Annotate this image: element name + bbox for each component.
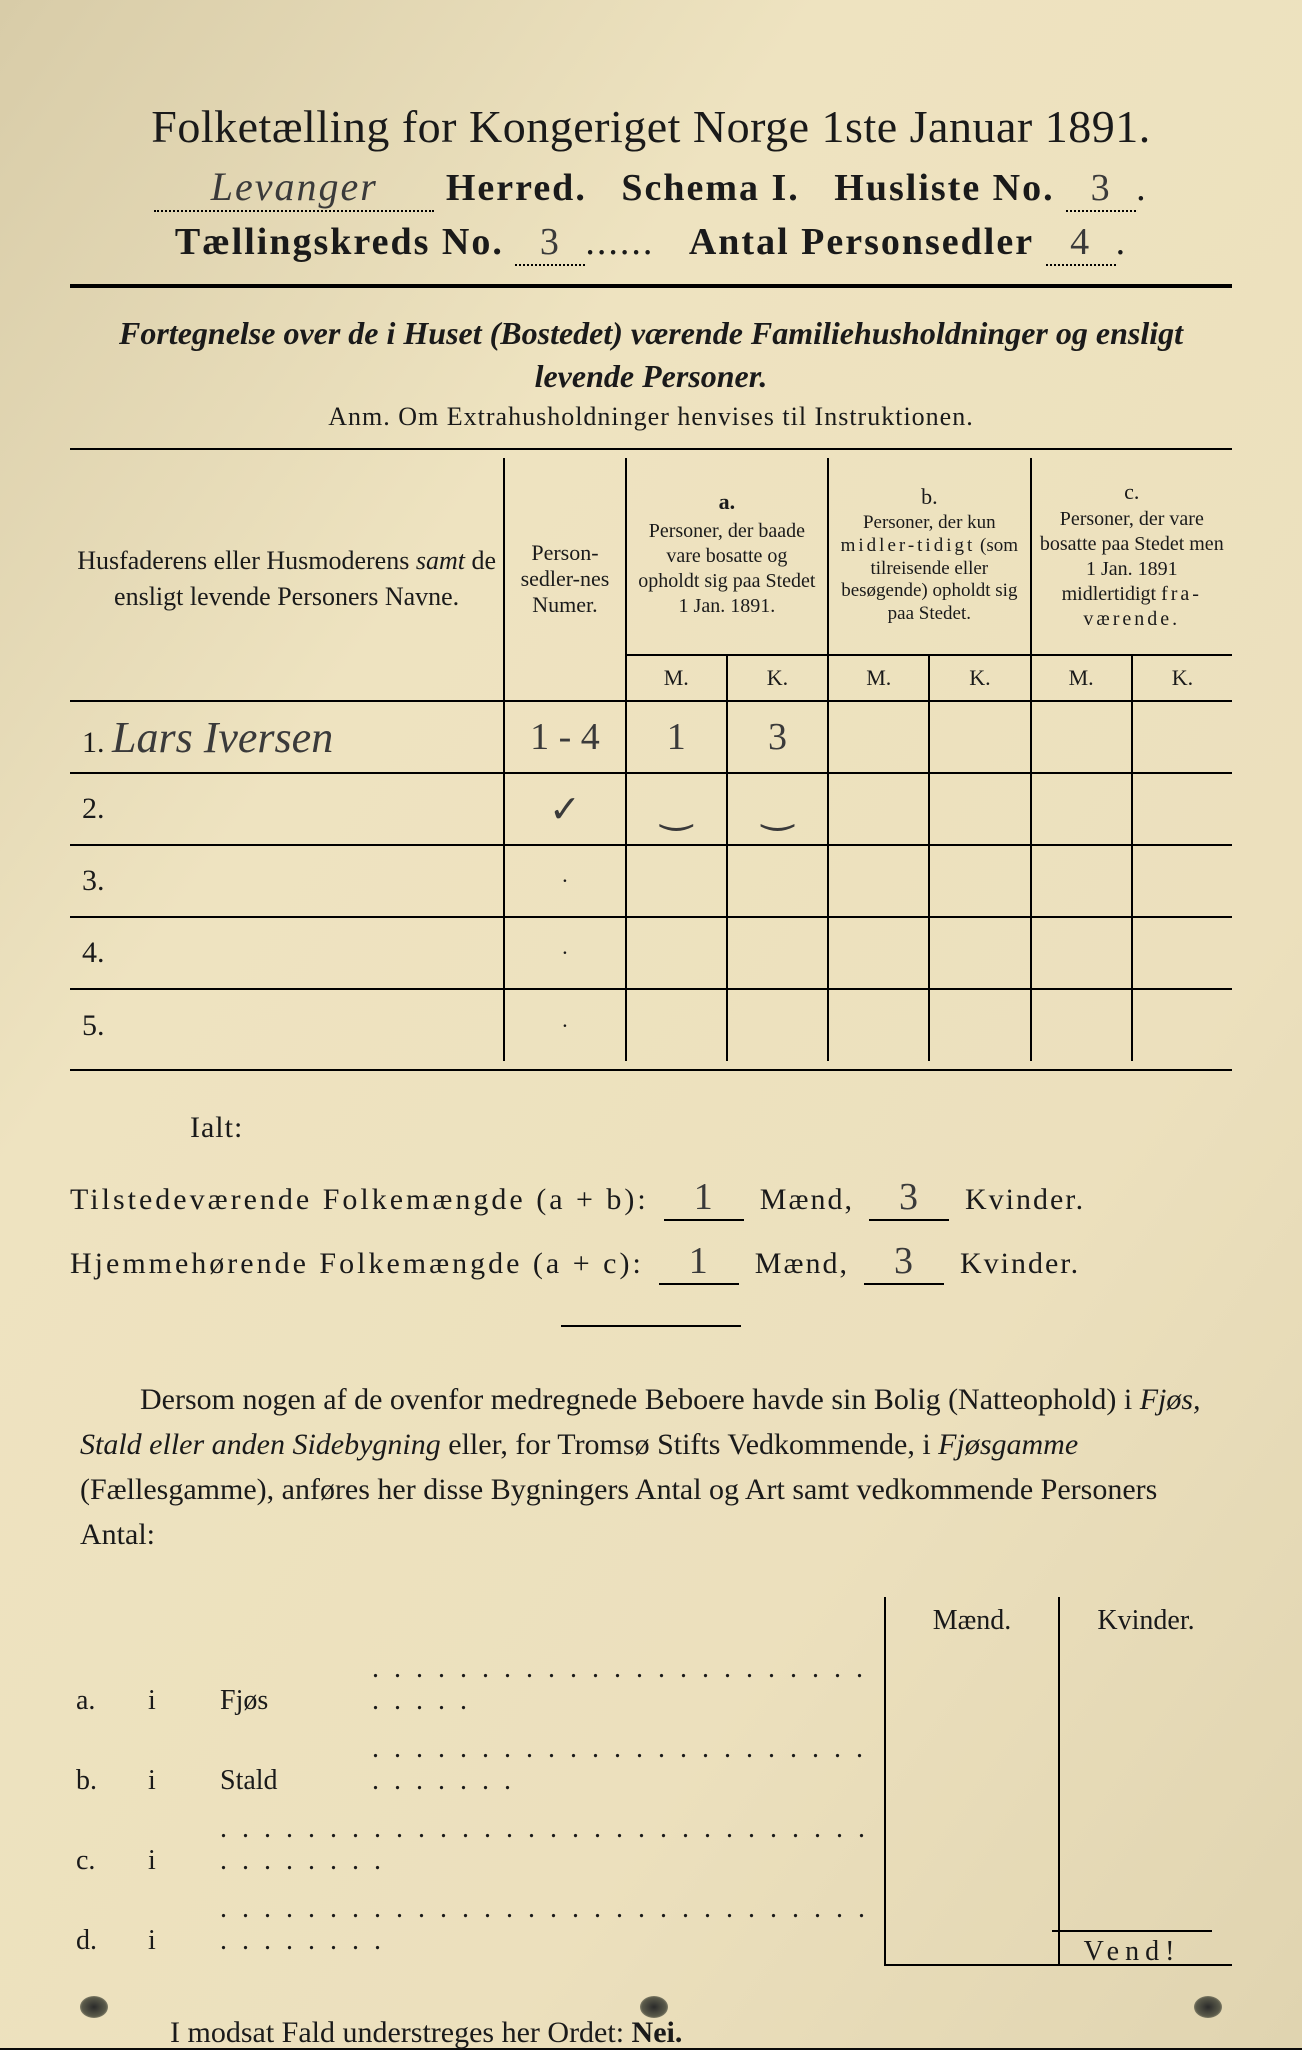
divider xyxy=(70,448,1232,450)
total-line-1: Tilstedeværende Folkemængde (a + b): 1 M… xyxy=(70,1175,1232,1221)
table-row: 4. · xyxy=(70,917,1232,989)
col-m: M. xyxy=(828,655,929,702)
table-row: 5. · xyxy=(70,989,1232,1061)
divider xyxy=(70,284,1232,288)
antal-value: 4 xyxy=(1070,221,1091,263)
totals-section: Ialt: Tilstedeværende Folkemængde (a + b… xyxy=(70,1111,1232,1285)
husliste-label: Husliste No. xyxy=(834,167,1054,209)
kvinder-header: Kvinder. xyxy=(1059,1597,1232,1645)
table-row: c. i . . . . . . . . . . . . . . . . . .… xyxy=(70,1805,1232,1885)
husliste-value: 3 xyxy=(1091,167,1112,209)
table-row: 3. · xyxy=(70,845,1232,917)
herred-label: Herred. xyxy=(446,167,587,209)
census-form-page: Folketælling for Kongeriget Norge 1ste J… xyxy=(0,0,1302,2048)
subtitle-1: Fortegnelse over de i Huset (Bostedet) v… xyxy=(100,312,1202,398)
herred-value: Levanger xyxy=(211,164,378,209)
col-header-name: Husfaderens eller Husmoderens samt de en… xyxy=(70,458,504,701)
col-header-c: c. Personer, der vare bosatte paa Stedet… xyxy=(1031,458,1232,654)
col-header-number: Person-sedler-nes Numer. xyxy=(504,458,625,701)
building-table: Mænd. Kvinder. a. i Fjøs . . . . . . . .… xyxy=(70,1597,1232,1966)
subtitle-2: Anm. Om Extrahusholdninger henvises til … xyxy=(70,402,1232,432)
schema-label: Schema I. xyxy=(621,167,799,209)
col-m: M. xyxy=(1031,655,1132,702)
kreds-value: 3 xyxy=(540,221,561,263)
page-title: Folketælling for Kongeriget Norge 1ste J… xyxy=(70,100,1232,153)
col-header-b: b. Personer, der kun midler-tidigt (som … xyxy=(828,458,1030,654)
binding-hole xyxy=(640,1996,668,2018)
header-line-3: Tællingskreds No. 3...... Antal Personse… xyxy=(70,220,1232,266)
col-header-a: a. Personer, der baade vare bosatte og o… xyxy=(626,458,828,654)
binding-hole xyxy=(80,1996,108,2018)
table-row: b. i Stald . . . . . . . . . . . . . . .… xyxy=(70,1725,1232,1805)
instruction-paragraph: Dersom nogen af de ovenfor medregnede Be… xyxy=(80,1377,1222,1557)
kreds-label: Tællingskreds No. xyxy=(175,221,504,263)
binding-hole xyxy=(1194,1996,1222,2018)
census-table: Husfaderens eller Husmoderens samt de en… xyxy=(70,458,1232,1061)
table-row: a. i Fjøs . . . . . . . . . . . . . . . … xyxy=(70,1645,1232,1725)
antal-label: Antal Personsedler xyxy=(689,221,1034,263)
total-line-2: Hjemmehørende Folkemængde (a + c): 1 Mæn… xyxy=(70,1239,1232,1285)
maend-header: Mænd. xyxy=(885,1597,1059,1645)
modsat-line: I modsat Fald understreges her Ordet: Ne… xyxy=(170,2016,1232,2050)
col-k: K. xyxy=(929,655,1030,702)
vend-label: Vend! xyxy=(1052,1930,1212,1968)
col-k: K. xyxy=(1132,655,1232,702)
col-m: M. xyxy=(626,655,727,702)
divider xyxy=(70,1069,1232,1071)
table-row: 2. ✓ ‿ ‿ xyxy=(70,773,1232,845)
header-line-2: Levanger Herred. Schema I. Husliste No. … xyxy=(70,163,1232,212)
divider xyxy=(561,1325,741,1327)
ialt-label: Ialt: xyxy=(190,1111,1232,1145)
table-row: 1. Lars Iversen 1 - 4 1 3 xyxy=(70,701,1232,773)
person-name: Lars Iversen xyxy=(112,713,333,762)
col-k: K. xyxy=(727,655,828,702)
